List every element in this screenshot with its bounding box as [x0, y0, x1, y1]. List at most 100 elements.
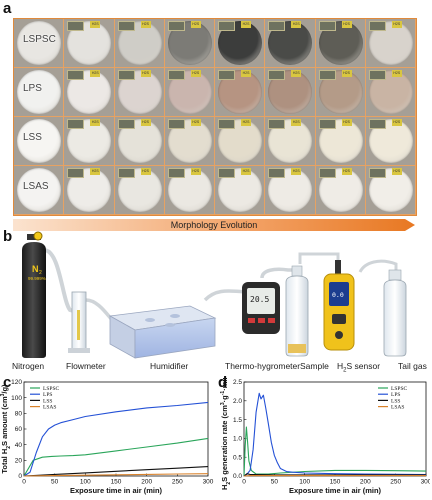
- x-tick-label: 0: [22, 479, 26, 486]
- h2s-tag: H2S: [291, 119, 302, 126]
- sensor-sticker: [67, 168, 85, 178]
- legend-label: LSS: [43, 398, 52, 404]
- sample-row-lsas: H2S H2S H2S H2S H2S H2S H2S LSAS: [14, 166, 416, 215]
- x-axis-title: Exposure time in air (min): [70, 486, 163, 495]
- h2s-tag: H2S: [140, 21, 151, 28]
- x-tick-label: 200: [141, 479, 152, 486]
- x-tick-label: 100: [299, 479, 310, 486]
- h2s-tag: H2S: [391, 119, 402, 126]
- sample-photo: H2S: [164, 117, 215, 166]
- device-label-sample: Sample: [300, 361, 329, 371]
- sensor-sticker: [268, 119, 286, 129]
- sample-photo: H2S: [365, 19, 416, 68]
- device-label-thermo-hygrometer: Thermo-hygrometer: [225, 361, 301, 371]
- morphology-arrow: [13, 219, 415, 231]
- nitrogen-cylinder-icon: N 2 99.999%: [22, 231, 46, 358]
- cylinder-purity: 99.999%: [28, 276, 46, 281]
- panel-a-letter: a: [3, 0, 12, 17]
- sensor-sticker: [167, 119, 185, 129]
- sample-photo: [14, 19, 65, 68]
- y-axis-title: Total H2S amount (cm3/g): [0, 384, 12, 474]
- h2s-tag: H2S: [241, 70, 251, 77]
- y-tick-label: 60: [15, 426, 23, 433]
- y-axis-title-part: S amount (cm: [0, 396, 9, 446]
- sample-row-label: LSS: [23, 132, 42, 143]
- sample-photo: H2S: [164, 68, 215, 117]
- x-tick-label: 250: [172, 479, 183, 486]
- x-axis-title: Exposure time in air (min): [289, 486, 382, 495]
- sensor-sticker: [218, 168, 235, 178]
- device-label-tail-gas: Tail gas: [398, 361, 427, 371]
- sensor-sticker: [167, 70, 185, 80]
- legend-label: LSAS: [43, 405, 56, 411]
- sample-photo: H2S: [64, 19, 115, 68]
- h2s-tag: H2S: [90, 168, 101, 175]
- sensor-sticker: [368, 168, 386, 178]
- sensor-sticker: [218, 70, 235, 80]
- sensor-sticker: [368, 70, 386, 80]
- y-axis-title-part: Total H: [0, 449, 9, 474]
- x-tick-label: 250: [390, 479, 401, 486]
- y-axis-title-part: -1: [220, 391, 226, 396]
- flowmeter-icon: [68, 291, 90, 353]
- thermo-hygrometer-icon: 20.5: [242, 282, 280, 334]
- sample-photo: H2S: [365, 166, 416, 215]
- sample-photo: H2S: [215, 68, 266, 117]
- series-line-lss: [23, 466, 209, 477]
- h2s-generation-rate-chart: 0 50 100 150 200 250 300 0.0 0.5 1.0 1.5 2.0 2.5 LSPS…: [220, 378, 430, 495]
- sample-photo: H2S: [315, 117, 366, 166]
- sample-tray: [17, 21, 61, 65]
- sensor-sticker: [218, 119, 235, 129]
- sensor-sticker: [318, 70, 336, 80]
- h2s-tag: H2S: [241, 168, 251, 175]
- series-line-lspsc: [23, 437, 209, 477]
- sample-tray: [17, 119, 61, 163]
- sample-photo: H2S: [114, 117, 165, 166]
- y-tick-label: 100: [11, 395, 22, 402]
- h2s-tag: H2S: [90, 119, 101, 126]
- series-line-lps: [23, 401, 209, 477]
- cylinder-gas-subscript: 2: [39, 270, 42, 276]
- sample-photo: H2S: [265, 68, 316, 117]
- sensor-sticker: [117, 70, 135, 80]
- sample-photo: [14, 166, 65, 215]
- sample-photo: H2S: [164, 166, 215, 215]
- sensor-sticker: [67, 70, 85, 80]
- morphology-panel: H2S H2S H2S H2S H2S H2S H2S LSPSC H2S H2S H2S H2S H2…: [13, 18, 417, 231]
- x-tick-label: 50: [51, 479, 59, 486]
- sensor-sticker: [318, 168, 336, 178]
- series-line-lss: [243, 473, 426, 477]
- sensor-sticker: [218, 21, 235, 31]
- y-axis-title-group: Total H2S amount (cm3/g): [0, 384, 12, 474]
- x-tick-label: 300: [421, 479, 430, 486]
- legend-label: LSAS: [391, 405, 404, 411]
- sensor-sticker: [67, 119, 85, 129]
- sensor-sticker: [318, 119, 336, 129]
- y-axis-title-part: 2: [6, 446, 12, 449]
- h2s-tag: H2S: [291, 168, 302, 175]
- sample-row-label: LSAS: [23, 181, 49, 192]
- h2s-tag: H2S: [190, 119, 201, 126]
- sensor-sticker: [368, 119, 386, 129]
- y-tick-label: 120: [11, 379, 22, 386]
- device-label-humidifier: Humidifier: [150, 361, 189, 371]
- sample-photo: H2S: [114, 166, 165, 215]
- sample-tray: [17, 168, 61, 212]
- sensor-sticker: [67, 21, 85, 31]
- total-h2s-amount-chart: 0 50 100 150 200 250 300 0 20 40 60 80 100 120 LSPSCLP…: [0, 379, 214, 495]
- y-tick-label: 0: [18, 473, 22, 480]
- legend-label: LSS: [391, 398, 400, 404]
- sample-photo: H2S: [365, 117, 416, 166]
- sensor-sticker: [117, 168, 135, 178]
- series-line-lsas: [23, 473, 209, 477]
- humidifier-icon: [108, 305, 217, 359]
- sensor-display-value: 0.0: [332, 291, 344, 299]
- experimental-setup-diagram: N 2 99.999% 20.5 0.0: [22, 231, 407, 359]
- sample-photo: H2S: [64, 68, 115, 117]
- legend-label: LSPSC: [391, 386, 408, 392]
- sensor-sticker: [268, 70, 286, 80]
- tail-gas-bottle-icon: [383, 269, 407, 357]
- h2s-tag: H2S: [241, 21, 251, 28]
- h2s-tag: H2S: [190, 168, 201, 175]
- y-axis-title-part: S generation rate (cm: [220, 405, 229, 482]
